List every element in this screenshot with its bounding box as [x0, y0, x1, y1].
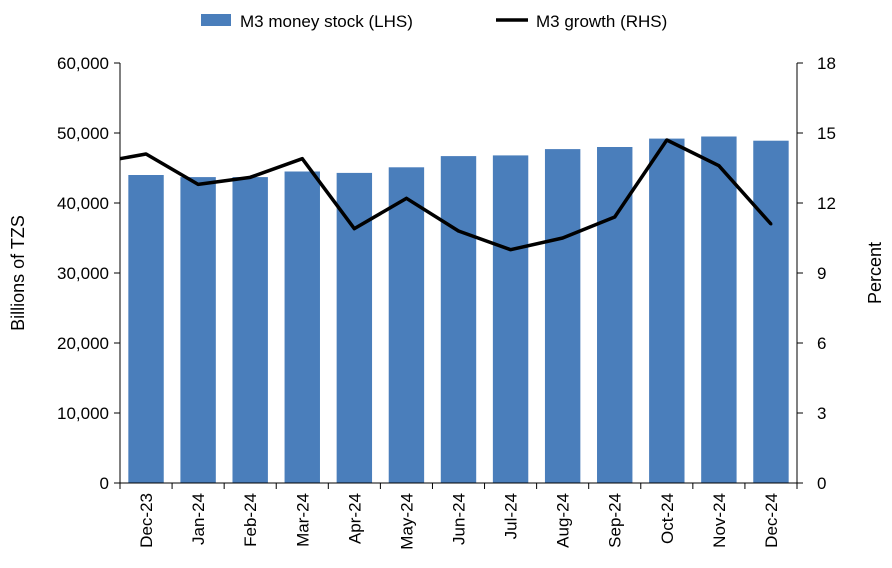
left-tick-label: 60,000	[57, 54, 109, 73]
bar-Jun-24	[440, 156, 477, 483]
growth-point-Jul-24	[509, 248, 513, 252]
left-tick-label: 20,000	[57, 334, 109, 353]
growth-point-Dec-24	[769, 222, 773, 226]
right-tick-label: 12	[817, 194, 836, 213]
right-tick-label: 15	[817, 124, 836, 143]
x-tick-label: Dec-23	[137, 493, 156, 548]
left-tick-label: 40,000	[57, 194, 109, 213]
bar-Dec-24	[753, 140, 789, 483]
x-axis-ticks: Dec-23 Jan-24 Feb-24 Mar-24 Apr-24 May-24 Jun-…	[119, 483, 798, 550]
x-tick-label: Sep-24	[606, 493, 625, 548]
bar-Nov-24	[701, 136, 737, 483]
x-tick-label: Jul-24	[502, 493, 521, 539]
right-tick-label: 3	[817, 404, 826, 423]
bar-Jul-24	[492, 155, 529, 483]
left-tick-label: 30,000	[57, 264, 109, 283]
x-tick-label: May-24	[397, 493, 416, 550]
growth-point-Oct-24	[665, 138, 669, 142]
right-tick-label: 18	[817, 54, 836, 73]
growth-point-Apr-24	[352, 227, 356, 231]
left-tick-label: 0	[100, 474, 109, 493]
legend-label-line: M3 growth (RHS)	[536, 12, 667, 31]
right-axis-title: Percent	[865, 242, 885, 304]
growth-point-Jun-24	[457, 229, 460, 233]
bar-Feb-24	[232, 177, 268, 483]
bar-Aug-24	[544, 149, 581, 483]
growth-point-Sep-24	[613, 215, 617, 219]
x-tick-label: Jun-24	[450, 493, 469, 545]
x-tick-label: Jan-24	[189, 493, 208, 545]
bar-Apr-24	[336, 172, 373, 483]
x-tick-label: Mar-24	[293, 493, 312, 547]
legend-label-bar: M3 money stock (LHS)	[240, 12, 413, 31]
right-tick-label: 0	[817, 474, 826, 493]
right-tick-label: 9	[817, 264, 826, 283]
left-tick-label: 10,000	[57, 404, 109, 423]
right-tick-label: 6	[817, 334, 826, 353]
growth-point-Jan-24	[196, 182, 200, 186]
x-tick-label: Dec-24	[762, 493, 781, 548]
bar-Jan-24	[180, 177, 216, 483]
growth-point-Feb-24	[248, 175, 252, 179]
line-series	[119, 138, 773, 252]
bar-Oct-24	[649, 138, 685, 483]
left-tick-label: 50,000	[57, 124, 109, 143]
left-axis-ticks: 0 10,000 20,000 30,000 40,000 50,000 60,000	[57, 54, 120, 493]
right-axis-ticks: 0 3 6 9 12 15 18	[797, 54, 836, 493]
growth-point-Aug-24	[561, 236, 565, 240]
bar-Mar-24	[284, 171, 320, 483]
growth-point-Nov-24	[717, 164, 721, 168]
bar-series	[128, 136, 789, 484]
bar-Sep-24	[597, 147, 633, 483]
x-tick-label: Aug-24	[554, 493, 573, 548]
bar-Dec-23	[128, 175, 164, 483]
growth-point-Mar-24	[300, 157, 304, 161]
bar-May-24	[388, 167, 425, 484]
x-tick-label: Apr-24	[345, 493, 364, 544]
growth-point-May-24	[404, 196, 408, 200]
legend: M3 money stock (LHS) M3 growth (RHS)	[201, 12, 667, 31]
x-tick-label: Feb-24	[241, 493, 260, 547]
m3-growth-line	[119, 138, 773, 252]
x-tick-label: Nov-24	[710, 493, 729, 548]
legend-swatch-bar	[201, 14, 231, 26]
x-tick-label: Oct-24	[658, 493, 677, 544]
left-axis-title: Billions of TZS	[8, 215, 28, 331]
growth-point-Dec-23	[144, 152, 148, 156]
